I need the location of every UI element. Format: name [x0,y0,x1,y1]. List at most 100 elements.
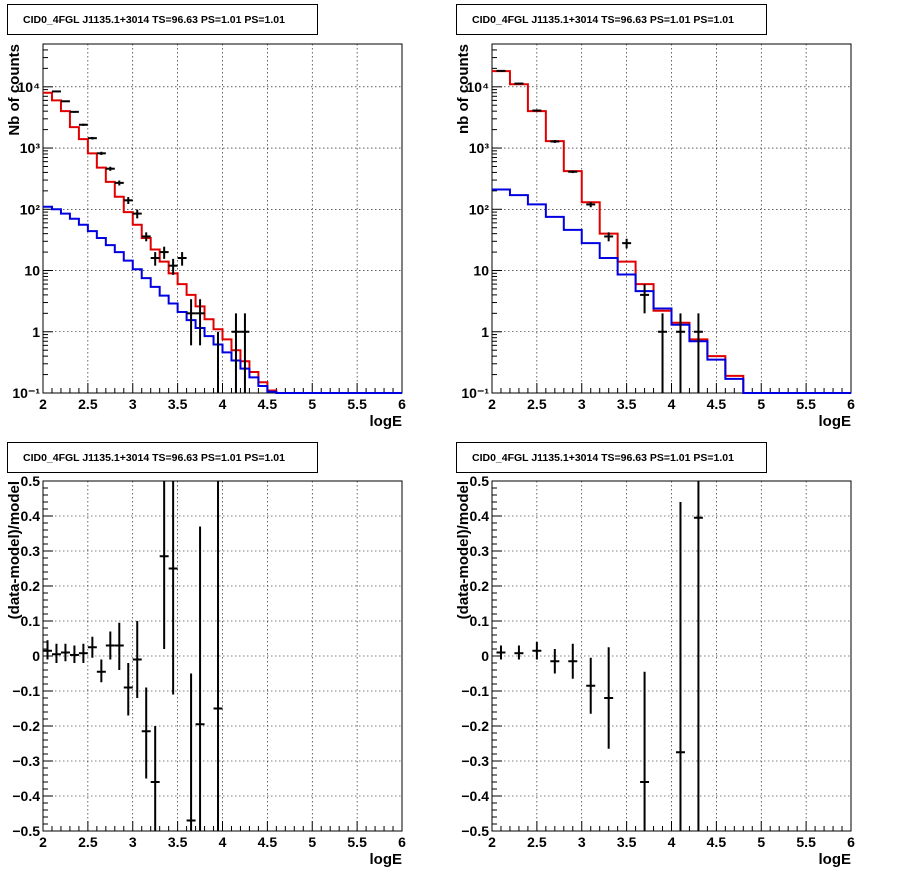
y-tick-label: 0.2 [470,578,490,594]
chart-title: CID0_4FGL J1135.1+3014 TS=96.63 PS=1.01 … [23,14,285,26]
data-point [60,100,70,103]
title-box [7,4,318,35]
y-tick-label: 0 [32,648,40,664]
x-axis-label: logE [370,413,403,430]
pad-bottom-right: CID0_4FGL J1135.1+3014 TS=96.63 PS=1.01 … [455,442,855,868]
x-tick-label: 3 [129,834,137,850]
data-point [622,238,632,249]
pad-top-right: CID0_4FGL J1135.1+3014 TS=96.63 PS=1.01 … [455,4,855,430]
data-point [132,621,142,698]
x-tick-label: 5 [308,834,316,850]
data-point [150,252,160,266]
data-point [658,313,668,393]
x-tick-label: 3 [578,834,586,850]
data-point [186,673,196,831]
y-tick-label: −0.4 [461,788,489,804]
x-tick-label: 4 [668,396,676,412]
data-point [532,109,542,112]
data-point [69,110,79,113]
x-tick-label: 5.5 [796,396,816,412]
data-point [43,640,52,660]
y-tick-label: −0.5 [461,823,489,839]
y-tick-label: −0.2 [12,718,40,734]
pad-top-left: CID0_4FGL J1135.1+3014 TS=96.63 PS=1.01 … [6,4,406,430]
data-point [177,252,187,266]
data-point [51,643,61,663]
data-point [195,526,205,831]
data-point [87,136,97,140]
data-point [60,643,70,662]
data-point [568,643,578,679]
y-tick-label: 0.5 [21,473,41,489]
data-point [231,313,241,393]
data-point [69,645,79,663]
x-axis-label: logE [370,851,403,868]
y-tick-label: 10³ [469,140,490,156]
data-point [51,90,61,93]
x-tick-label: 5 [308,396,316,412]
pad-bottom-left: CID0_4FGL J1135.1+3014 TS=96.63 PS=1.01 … [6,442,406,868]
data-point [123,197,133,204]
chart-title: CID0_4FGL J1135.1+3014 TS=96.63 PS=1.01 … [23,452,285,464]
y-tick-label: 10² [20,201,41,217]
x-tick-label: 6 [398,396,406,412]
x-tick-label: 6 [847,396,855,412]
data-point [114,180,124,186]
data-point [550,649,560,674]
y-tick-label: 0.5 [470,473,490,489]
y-axis-label: (data-model)/model [455,481,472,619]
x-tick-label: 2 [488,396,496,412]
x-tick-label: 6 [398,834,406,850]
data-point [514,82,524,85]
data-point [604,647,614,749]
data-point [96,659,106,683]
chart-title: CID0_4FGL J1135.1+3014 TS=96.63 PS=1.01 … [472,14,734,26]
x-tick-label: 3.5 [617,834,637,850]
title-box [456,442,767,473]
x-tick-label: 4 [668,834,676,850]
data-point [532,642,542,660]
y-tick-label: 10⁻¹ [12,385,40,401]
data-point [514,645,524,660]
x-tick-label: 2.5 [527,834,547,850]
y-tick-label: 10⁴ [18,79,41,95]
data-point [141,687,151,779]
x-tick-label: 3 [578,396,586,412]
y-tick-label: 0.4 [21,508,41,524]
x-tick-label: 2 [39,396,47,412]
x-tick-label: 2.5 [78,834,98,850]
x-axis-label: logE [819,413,852,430]
y-tick-label: 0.2 [21,578,41,594]
data-point [496,69,506,72]
x-tick-label: 5.5 [796,834,816,850]
y-tick-label: 10 [473,263,489,279]
y-tick-label: 1 [32,324,40,340]
data-point [150,726,160,831]
y-tick-label: 10 [24,263,40,279]
data-point [195,299,205,346]
data-point [114,622,124,670]
x-tick-label: 2.5 [527,396,547,412]
data-point [568,170,578,174]
y-tick-label: −0.1 [12,683,40,699]
data-point [675,502,685,831]
y-tick-label: 0.1 [470,613,490,629]
data-point [159,246,169,259]
series-step-1 [43,205,402,394]
x-tick-label: 3 [129,396,137,412]
x-tick-label: 4.5 [707,396,727,412]
data-point [550,140,560,143]
chart-title: CID0_4FGL J1135.1+3014 TS=96.63 PS=1.01 … [472,452,734,464]
data-point [123,663,133,716]
y-axis-label: nb of counts [455,44,472,134]
title-box [456,4,767,35]
data-point [168,481,178,695]
y-tick-label: 10⁻¹ [461,385,489,401]
y-tick-label: −0.4 [12,788,40,804]
x-tick-label: 2 [39,834,47,850]
data-point [96,151,106,155]
y-tick-label: 0.3 [21,543,41,559]
x-tick-label: 4 [219,834,227,850]
data-point [141,232,151,242]
x-axis-label: logE [819,851,852,868]
